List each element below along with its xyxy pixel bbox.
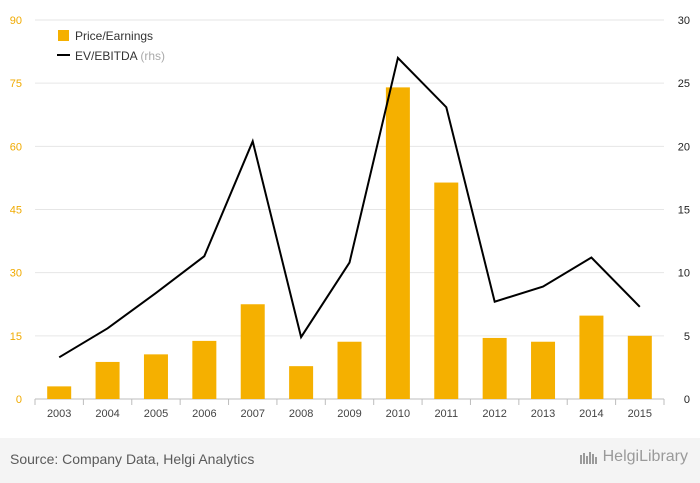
y-left-tick-label: 45 (10, 205, 22, 217)
pe-bar (95, 361, 120, 399)
pe-bar (434, 182, 459, 399)
ev-ebitda-line-group (58, 55, 641, 359)
source-note: Source: Company Data, Helgi Analytics (10, 451, 255, 467)
x-tick-label: 2006 (192, 408, 216, 420)
x-tick-label: 2008 (289, 408, 313, 420)
ev-ebitda-line (58, 55, 641, 359)
x-tick-label: 2014 (579, 408, 603, 420)
y-left-tick-label: 30 (10, 268, 22, 280)
x-tick-label: 2015 (628, 408, 652, 420)
gridlines (35, 19, 664, 400)
y-right-tick-label: 20 (678, 141, 690, 153)
x-tick-label: 2011 (434, 408, 458, 420)
y-right-tick-label: 25 (678, 78, 690, 90)
footer: Source: Company Data, Helgi Analytics He… (0, 438, 700, 483)
x-tick-label: 2009 (337, 408, 361, 420)
pe-bar (579, 315, 604, 399)
x-tick-label: 2010 (386, 408, 410, 420)
y-left-tick-label: 15 (10, 331, 22, 343)
y-right-tick-label: 30 (678, 15, 690, 27)
legend: Price/Earnings EV/EBITDA (rhs) (57, 29, 165, 63)
pe-bars (47, 87, 652, 399)
legend-rhs-suffix: (rhs) (140, 49, 165, 63)
logo-text: HelgiLibrary (602, 448, 688, 465)
x-tick-label: 2005 (144, 408, 168, 420)
y-right-tick-label: 10 (678, 268, 690, 280)
y-left-tick-label: 60 (10, 141, 22, 153)
helgi-library-logo: HelgiLibrary (579, 448, 688, 466)
pe-bar (627, 335, 652, 399)
x-tick-label: 2007 (240, 408, 264, 420)
y-right-tick-label: 5 (684, 331, 690, 343)
legend-label-ev: EV/EBITDA (rhs) (75, 49, 165, 63)
pe-bar (192, 340, 217, 399)
legend-label-pe: Price/Earnings (75, 29, 153, 43)
pe-bar (47, 386, 72, 399)
pe-bar (143, 354, 168, 399)
x-tick-label: 2013 (531, 408, 555, 420)
chart-svg: 0 15 30 45 60 75 90 0 5 10 15 20 25 30 2003 2004 2005 200… (10, 15, 690, 420)
pe-bar (385, 87, 410, 399)
y-right-tick-label: 0 (684, 394, 690, 406)
y-left-tick-label: 75 (10, 78, 22, 90)
library-icon (579, 452, 597, 464)
pe-bar (531, 341, 556, 399)
y-left-tick-label: 0 (16, 394, 22, 406)
pe-bar (337, 341, 362, 399)
pe-bar (240, 304, 265, 399)
x-tick-label: 2003 (47, 408, 71, 420)
legend-swatch-pe (58, 30, 69, 41)
pe-bar (289, 366, 314, 399)
axis-ticks: 0 15 30 45 60 75 90 0 5 10 15 20 25 30 2003 2004 2005 200… (10, 15, 690, 420)
x-tick-label: 2004 (95, 408, 119, 420)
y-left-tick-label: 90 (10, 15, 22, 27)
y-right-tick-label: 15 (678, 205, 690, 217)
pe-bar (482, 337, 507, 399)
x-tick-label: 2012 (482, 408, 506, 420)
